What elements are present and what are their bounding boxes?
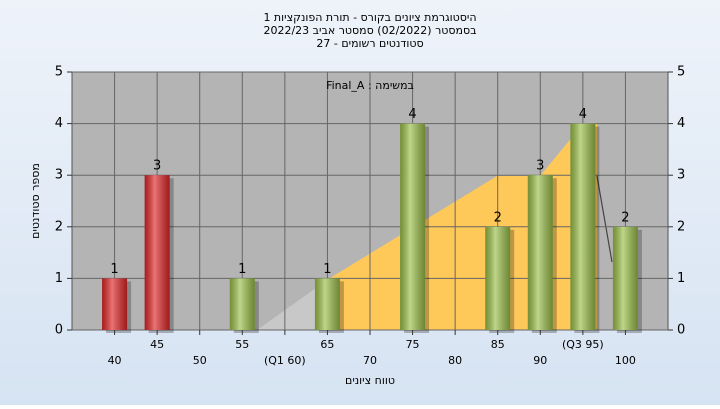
- y-tick-label: 1: [55, 271, 63, 286]
- y-axis-label: מספר סטודנטים: [29, 163, 42, 239]
- bar-shine: [570, 123, 596, 330]
- x-tick-label: 45: [150, 338, 164, 351]
- y2-tick-label: 4: [677, 116, 685, 131]
- x-tick-label: (Q1 60): [264, 354, 306, 367]
- x-tick-label: 50: [193, 354, 207, 367]
- x-tick-label: 40: [108, 354, 122, 367]
- data-label: 4: [579, 107, 587, 122]
- data-label: 1: [238, 262, 246, 277]
- x-axis-label: טווח ציונים: [345, 374, 395, 387]
- bar-shine: [144, 175, 170, 330]
- bar-shine: [102, 278, 128, 330]
- data-label: 3: [536, 159, 544, 174]
- bar-shine: [612, 226, 638, 330]
- x-tick-label: 65: [320, 338, 334, 351]
- x-tick-label: 75: [406, 338, 420, 351]
- x-tick-label: 100: [615, 354, 636, 367]
- y-tick-label: 3: [55, 168, 63, 183]
- y2-tick-label: 5: [677, 65, 685, 80]
- data-label: 3: [153, 159, 161, 174]
- upper-whisker: [596, 175, 613, 263]
- x-tick-label: 55: [235, 338, 249, 351]
- title-line: היסטוגרמת ציונים בקורס - תורת הפונקציות …: [263, 11, 476, 24]
- x-tick-label: 70: [363, 354, 377, 367]
- x-tick-label: (Q3 95): [562, 338, 604, 351]
- data-label: 1: [323, 262, 331, 277]
- y-tick-label: 4: [55, 116, 63, 131]
- data-label: 2: [621, 210, 629, 225]
- y-tick-label: 0: [55, 323, 63, 338]
- x-tick-label: 90: [533, 354, 547, 367]
- bar-shine: [400, 123, 426, 330]
- bar-shine: [485, 226, 511, 330]
- title-line: בסמסטר (02/2022) סמסטר אביב 2022/23: [263, 24, 476, 37]
- bar-shine: [229, 278, 255, 330]
- bar-shine: [314, 278, 340, 330]
- marks: 1 3 1 1 4 2 3 4 2: [102, 107, 642, 333]
- title-line: סטודנטים רשומים - 27: [316, 37, 423, 50]
- y-tick-label: 5: [55, 65, 63, 80]
- y2-tick-label: 2: [677, 219, 685, 234]
- bar-shine: [527, 175, 553, 330]
- y2-tick-label: 1: [677, 271, 685, 286]
- y2-tick-label: 3: [677, 168, 685, 183]
- y2-tick-label: 0: [677, 323, 685, 338]
- annotation: Final_A : במשימה: [326, 79, 414, 92]
- x-tick-label: 80: [448, 354, 462, 367]
- data-label: 2: [494, 210, 502, 225]
- x-tick-label: 85: [491, 338, 505, 351]
- y-tick-label: 2: [55, 219, 63, 234]
- lower-range-shape: [257, 278, 330, 330]
- data-label: 4: [408, 107, 416, 122]
- data-label: 1: [110, 262, 118, 277]
